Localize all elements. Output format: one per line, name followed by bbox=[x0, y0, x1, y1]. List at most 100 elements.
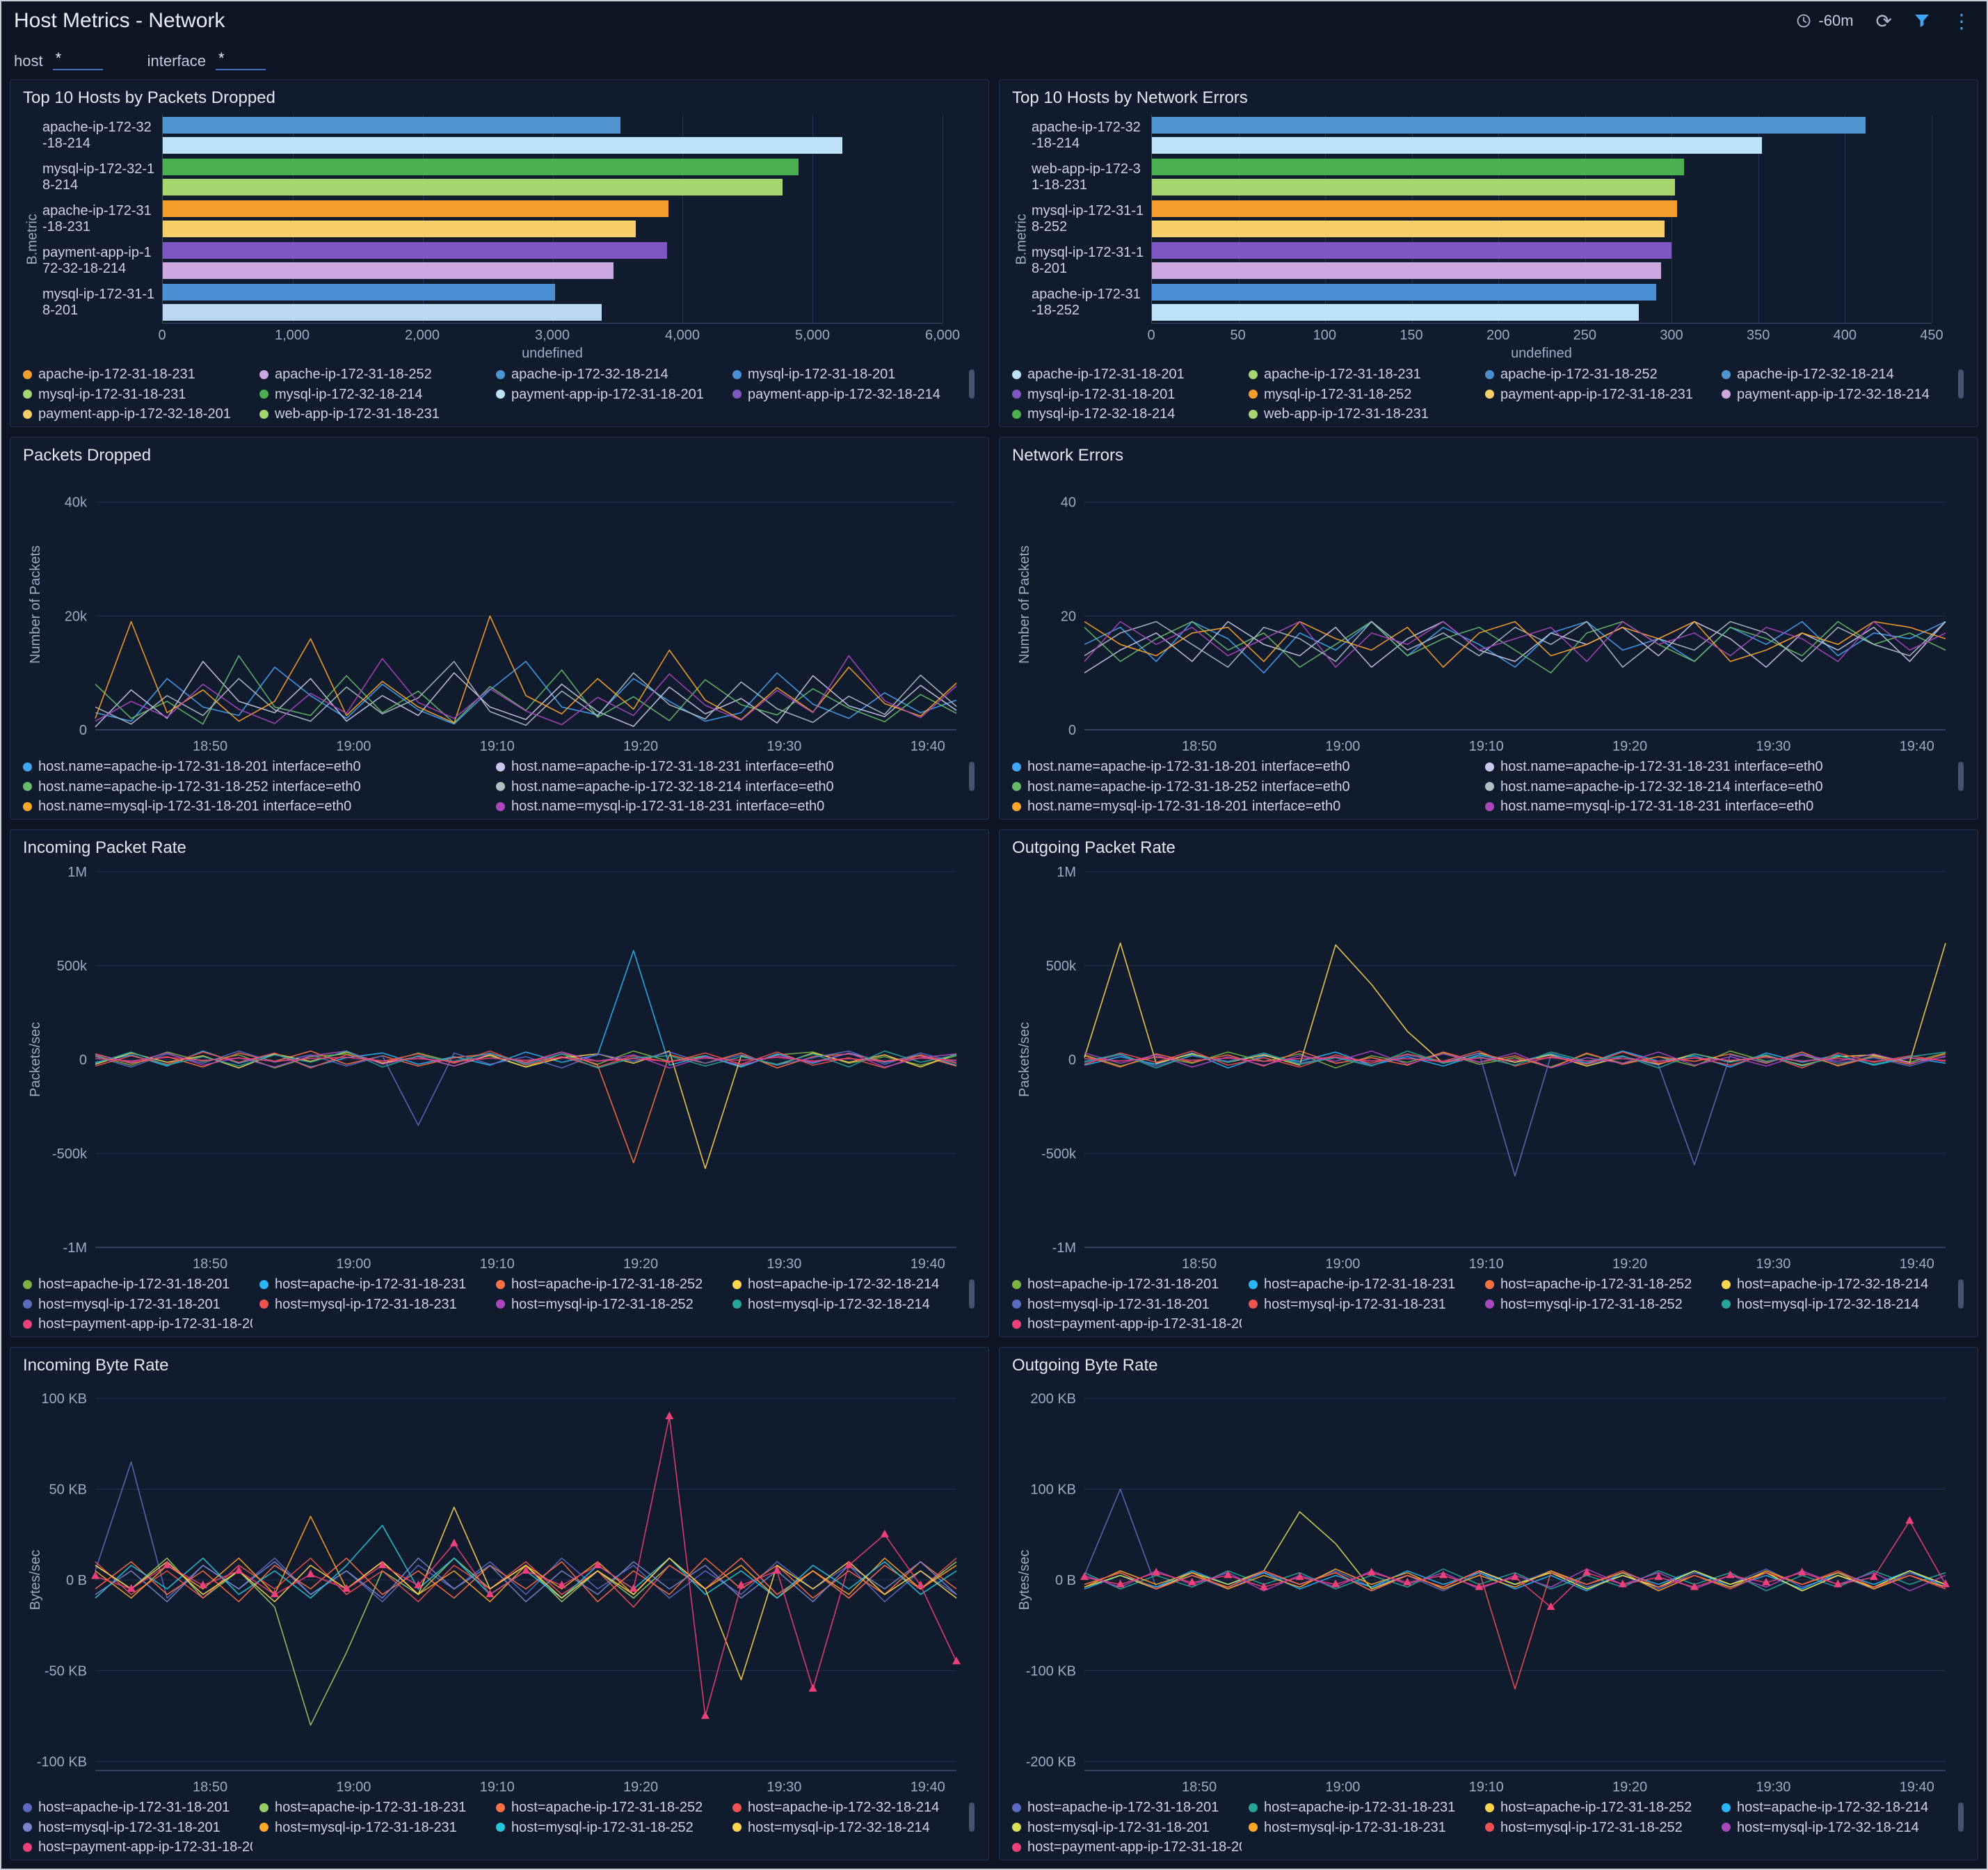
bar[interactable] bbox=[1152, 137, 1762, 154]
legend-item[interactable]: host=apache-ip-172-31-18-252 bbox=[496, 1801, 726, 1814]
legend-item[interactable]: host=apache-ip-172-31-18-201 bbox=[23, 1801, 252, 1814]
bar[interactable] bbox=[1152, 241, 1672, 259]
bar[interactable] bbox=[163, 220, 636, 237]
legend-item[interactable]: host=mysql-ip-172-31-18-252 bbox=[496, 1297, 726, 1311]
legend-item[interactable]: host=apache-ip-172-31-18-231 bbox=[1249, 1278, 1478, 1291]
legend-item[interactable]: host.name=apache-ip-172-31-18-231 interf… bbox=[1485, 760, 1951, 774]
packets-dropped-chart[interactable]: 0 20k 40k 18:50 19:00 19:10 19:20 19:30 19:40 Num… bbox=[23, 468, 976, 756]
legend-item[interactable]: host=apache-ip-172-32-18-214 bbox=[732, 1801, 962, 1814]
legend-item[interactable]: apache-ip-172-31-18-252 bbox=[259, 368, 489, 381]
legend-item[interactable]: host=apache-ip-172-32-18-214 bbox=[1722, 1278, 1951, 1291]
legend-scrollbar[interactable] bbox=[969, 1803, 975, 1853]
top-10-hosts-by-packets-dropped-chart[interactable]: B.metric apache-ip-172-32-18-214 mysql-ip-… bbox=[23, 115, 976, 364]
time-range-button[interactable]: -60m bbox=[1796, 12, 1854, 30]
legend-item[interactable]: host=mysql-ip-172-31-18-231 bbox=[259, 1821, 489, 1835]
legend-item[interactable]: host=payment-app-ip-172-31-18-201 bbox=[1012, 1841, 1242, 1854]
legend-item[interactable]: web-app-ip-172-31-18-231 bbox=[259, 408, 489, 421]
refresh-icon[interactable]: ⟳ bbox=[1875, 9, 1892, 33]
legend-item[interactable]: host.name=mysql-ip-172-31-18-231 interfa… bbox=[1485, 800, 1951, 813]
legend-item[interactable]: mysql-ip-172-32-18-214 bbox=[1012, 408, 1242, 421]
legend-item[interactable]: host=payment-app-ip-172-31-18-201 bbox=[1012, 1318, 1242, 1331]
legend-item[interactable]: host=apache-ip-172-31-18-231 bbox=[1249, 1801, 1478, 1814]
top-10-hosts-by-network-errors-chart[interactable]: B.metric apache-ip-172-32-18-214 web-app-i… bbox=[1012, 115, 1965, 364]
bar[interactable] bbox=[1152, 262, 1662, 279]
legend-item[interactable]: host.name=mysql-ip-172-31-18-201 interfa… bbox=[23, 800, 489, 813]
bar-plot-area[interactable] bbox=[162, 115, 943, 323]
legend-item[interactable]: host=mysql-ip-172-32-18-214 bbox=[1722, 1821, 1951, 1835]
bar-plot-area[interactable] bbox=[1151, 115, 1932, 323]
bar[interactable] bbox=[163, 117, 620, 134]
outgoing-byte-rate-chart[interactable]: -200 KB -100 KB 0 B 100 KB 200 KB 18:50 19:00 1… bbox=[1012, 1378, 1965, 1797]
bar[interactable] bbox=[1152, 303, 1639, 321]
outgoing-packet-rate-chart[interactable]: -1M -500k 0 500k 1M 18:50 19:00 19:10 19:20 19:30… bbox=[1012, 861, 1965, 1274]
bar[interactable] bbox=[1152, 179, 1676, 196]
bar[interactable] bbox=[1152, 117, 1866, 134]
legend-item[interactable]: payment-app-ip-172-32-18-214 bbox=[732, 387, 962, 401]
bar[interactable] bbox=[163, 179, 783, 196]
legend-item[interactable]: payment-app-ip-172-31-18-201 bbox=[496, 387, 726, 401]
bar[interactable] bbox=[1152, 200, 1677, 217]
legend-scrollbar[interactable] bbox=[969, 1279, 975, 1329]
legend-item[interactable]: apache-ip-172-31-18-231 bbox=[23, 368, 252, 381]
bar[interactable] bbox=[163, 200, 668, 217]
bar[interactable] bbox=[1152, 220, 1665, 237]
legend-scrollbar[interactable] bbox=[1958, 369, 1964, 419]
bar[interactable] bbox=[163, 137, 843, 154]
legend-item[interactable]: host=apache-ip-172-31-18-201 bbox=[1012, 1278, 1242, 1291]
bar[interactable] bbox=[1152, 159, 1684, 176]
legend-item[interactable]: payment-app-ip-172-32-18-201 bbox=[23, 408, 252, 421]
legend-item[interactable]: host=apache-ip-172-31-18-231 bbox=[259, 1278, 489, 1291]
legend-scrollbar[interactable] bbox=[1958, 1803, 1964, 1853]
legend-item[interactable]: host=mysql-ip-172-31-18-252 bbox=[1485, 1297, 1715, 1311]
bar[interactable] bbox=[163, 283, 556, 301]
legend-item[interactable]: host=apache-ip-172-31-18-252 bbox=[1485, 1278, 1715, 1291]
legend-item[interactable]: mysql-ip-172-31-18-231 bbox=[23, 387, 252, 401]
legend-item[interactable]: host=mysql-ip-172-32-18-214 bbox=[732, 1297, 962, 1311]
legend-item[interactable]: host.name=apache-ip-172-31-18-252 interf… bbox=[23, 780, 489, 794]
legend-item[interactable]: host.name=apache-ip-172-32-18-214 interf… bbox=[496, 780, 962, 794]
host-filter-input[interactable] bbox=[52, 49, 103, 70]
legend-item[interactable]: host=apache-ip-172-31-18-231 bbox=[259, 1801, 489, 1814]
legend-item[interactable]: host.name=apache-ip-172-31-18-252 interf… bbox=[1012, 780, 1478, 794]
legend-item[interactable]: host=mysql-ip-172-31-18-201 bbox=[1012, 1821, 1242, 1835]
legend-item[interactable]: apache-ip-172-31-18-252 bbox=[1485, 368, 1715, 381]
legend-item[interactable]: host=mysql-ip-172-31-18-201 bbox=[1012, 1297, 1242, 1311]
legend-item[interactable]: host=mysql-ip-172-32-18-214 bbox=[1722, 1297, 1951, 1311]
interface-filter-input[interactable] bbox=[215, 49, 266, 70]
legend-item[interactable]: host.name=mysql-ip-172-31-18-201 interfa… bbox=[1012, 800, 1478, 813]
legend-scrollbar[interactable] bbox=[969, 369, 975, 419]
legend-item[interactable]: apache-ip-172-31-18-201 bbox=[1012, 368, 1242, 381]
bar[interactable] bbox=[163, 303, 602, 321]
legend-item[interactable]: host=apache-ip-172-32-18-214 bbox=[1722, 1801, 1951, 1814]
incoming-byte-rate-chart[interactable]: -100 KB -50 KB 0 B 50 KB 100 KB 18:50 19:00 19:… bbox=[23, 1378, 976, 1797]
legend-item[interactable]: host.name=apache-ip-172-32-18-214 interf… bbox=[1485, 780, 1951, 794]
legend-item[interactable]: apache-ip-172-31-18-231 bbox=[1249, 368, 1478, 381]
legend-item[interactable]: host.name=apache-ip-172-31-18-231 interf… bbox=[496, 760, 962, 774]
legend-item[interactable]: mysql-ip-172-31-18-201 bbox=[1012, 387, 1242, 401]
legend-item[interactable]: payment-app-ip-172-32-18-214 bbox=[1722, 387, 1951, 401]
legend-item[interactable]: host=apache-ip-172-31-18-252 bbox=[1485, 1801, 1715, 1814]
legend-item[interactable]: host=apache-ip-172-31-18-201 bbox=[1012, 1801, 1242, 1814]
legend-item[interactable]: host.name=mysql-ip-172-31-18-231 interfa… bbox=[496, 800, 962, 813]
legend-item[interactable]: host=apache-ip-172-31-18-252 bbox=[496, 1278, 726, 1291]
legend-scrollbar[interactable] bbox=[1958, 1279, 1964, 1329]
bar[interactable] bbox=[163, 159, 799, 176]
legend-item[interactable]: mysql-ip-172-32-18-214 bbox=[259, 387, 489, 401]
legend-item[interactable]: host=mysql-ip-172-31-18-231 bbox=[1249, 1821, 1478, 1835]
legend-item[interactable]: host=payment-app-ip-172-31-18-201 bbox=[23, 1318, 252, 1331]
legend-item[interactable]: host.name=apache-ip-172-31-18-201 interf… bbox=[23, 760, 489, 774]
legend-scrollbar[interactable] bbox=[1958, 762, 1964, 812]
legend-item[interactable]: host=mysql-ip-172-31-18-231 bbox=[1249, 1297, 1478, 1311]
legend-item[interactable]: host=apache-ip-172-31-18-201 bbox=[23, 1278, 252, 1291]
legend-item[interactable]: apache-ip-172-32-18-214 bbox=[1722, 368, 1951, 381]
legend-item[interactable]: mysql-ip-172-31-18-201 bbox=[732, 368, 962, 381]
bar[interactable] bbox=[163, 241, 667, 259]
filter-icon[interactable] bbox=[1914, 14, 1930, 28]
legend-item[interactable]: payment-app-ip-172-31-18-231 bbox=[1485, 387, 1715, 401]
legend-item[interactable]: host=mysql-ip-172-31-18-201 bbox=[23, 1297, 252, 1311]
legend-item[interactable]: host=mysql-ip-172-31-18-252 bbox=[1485, 1821, 1715, 1835]
bar[interactable] bbox=[1152, 283, 1656, 301]
legend-item[interactable]: host.name=apache-ip-172-31-18-201 interf… bbox=[1012, 760, 1478, 774]
bar[interactable] bbox=[163, 262, 614, 279]
kebab-menu-icon[interactable]: ⋮ bbox=[1952, 9, 1971, 33]
